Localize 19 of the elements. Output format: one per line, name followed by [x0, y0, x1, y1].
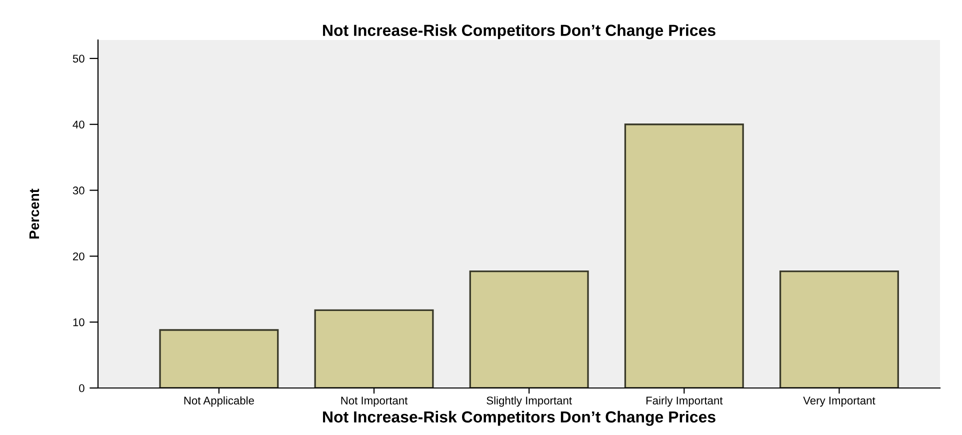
x-tick-label: Fairly Important — [646, 396, 723, 407]
bar — [159, 329, 279, 388]
y-tick-label: 20 — [73, 252, 84, 260]
chart-title: Not Increase-Risk Competitors Don’t Change Prices — [323, 24, 716, 40]
bar — [469, 270, 589, 388]
y-tick-label: 0 — [79, 384, 84, 392]
y-tick-label: 10 — [73, 318, 84, 326]
x-axis-title: Not Increase-Risk Competitors Don’t Change Prices — [323, 410, 716, 426]
x-tick-label: Slightly Important — [486, 396, 572, 407]
x-tick-label: Not Applicable — [184, 396, 254, 407]
y-tick-label: 50 — [72, 54, 84, 63]
y-tick-label: 40 — [72, 120, 84, 128]
x-tick-label: Very Important — [803, 396, 876, 407]
bar — [314, 309, 434, 388]
bar — [779, 270, 899, 388]
x-tick-label: Not Important — [341, 396, 408, 407]
bar — [624, 124, 744, 388]
y-axis-title: Percent — [29, 188, 40, 239]
y-tick-label: 30 — [72, 186, 84, 194]
